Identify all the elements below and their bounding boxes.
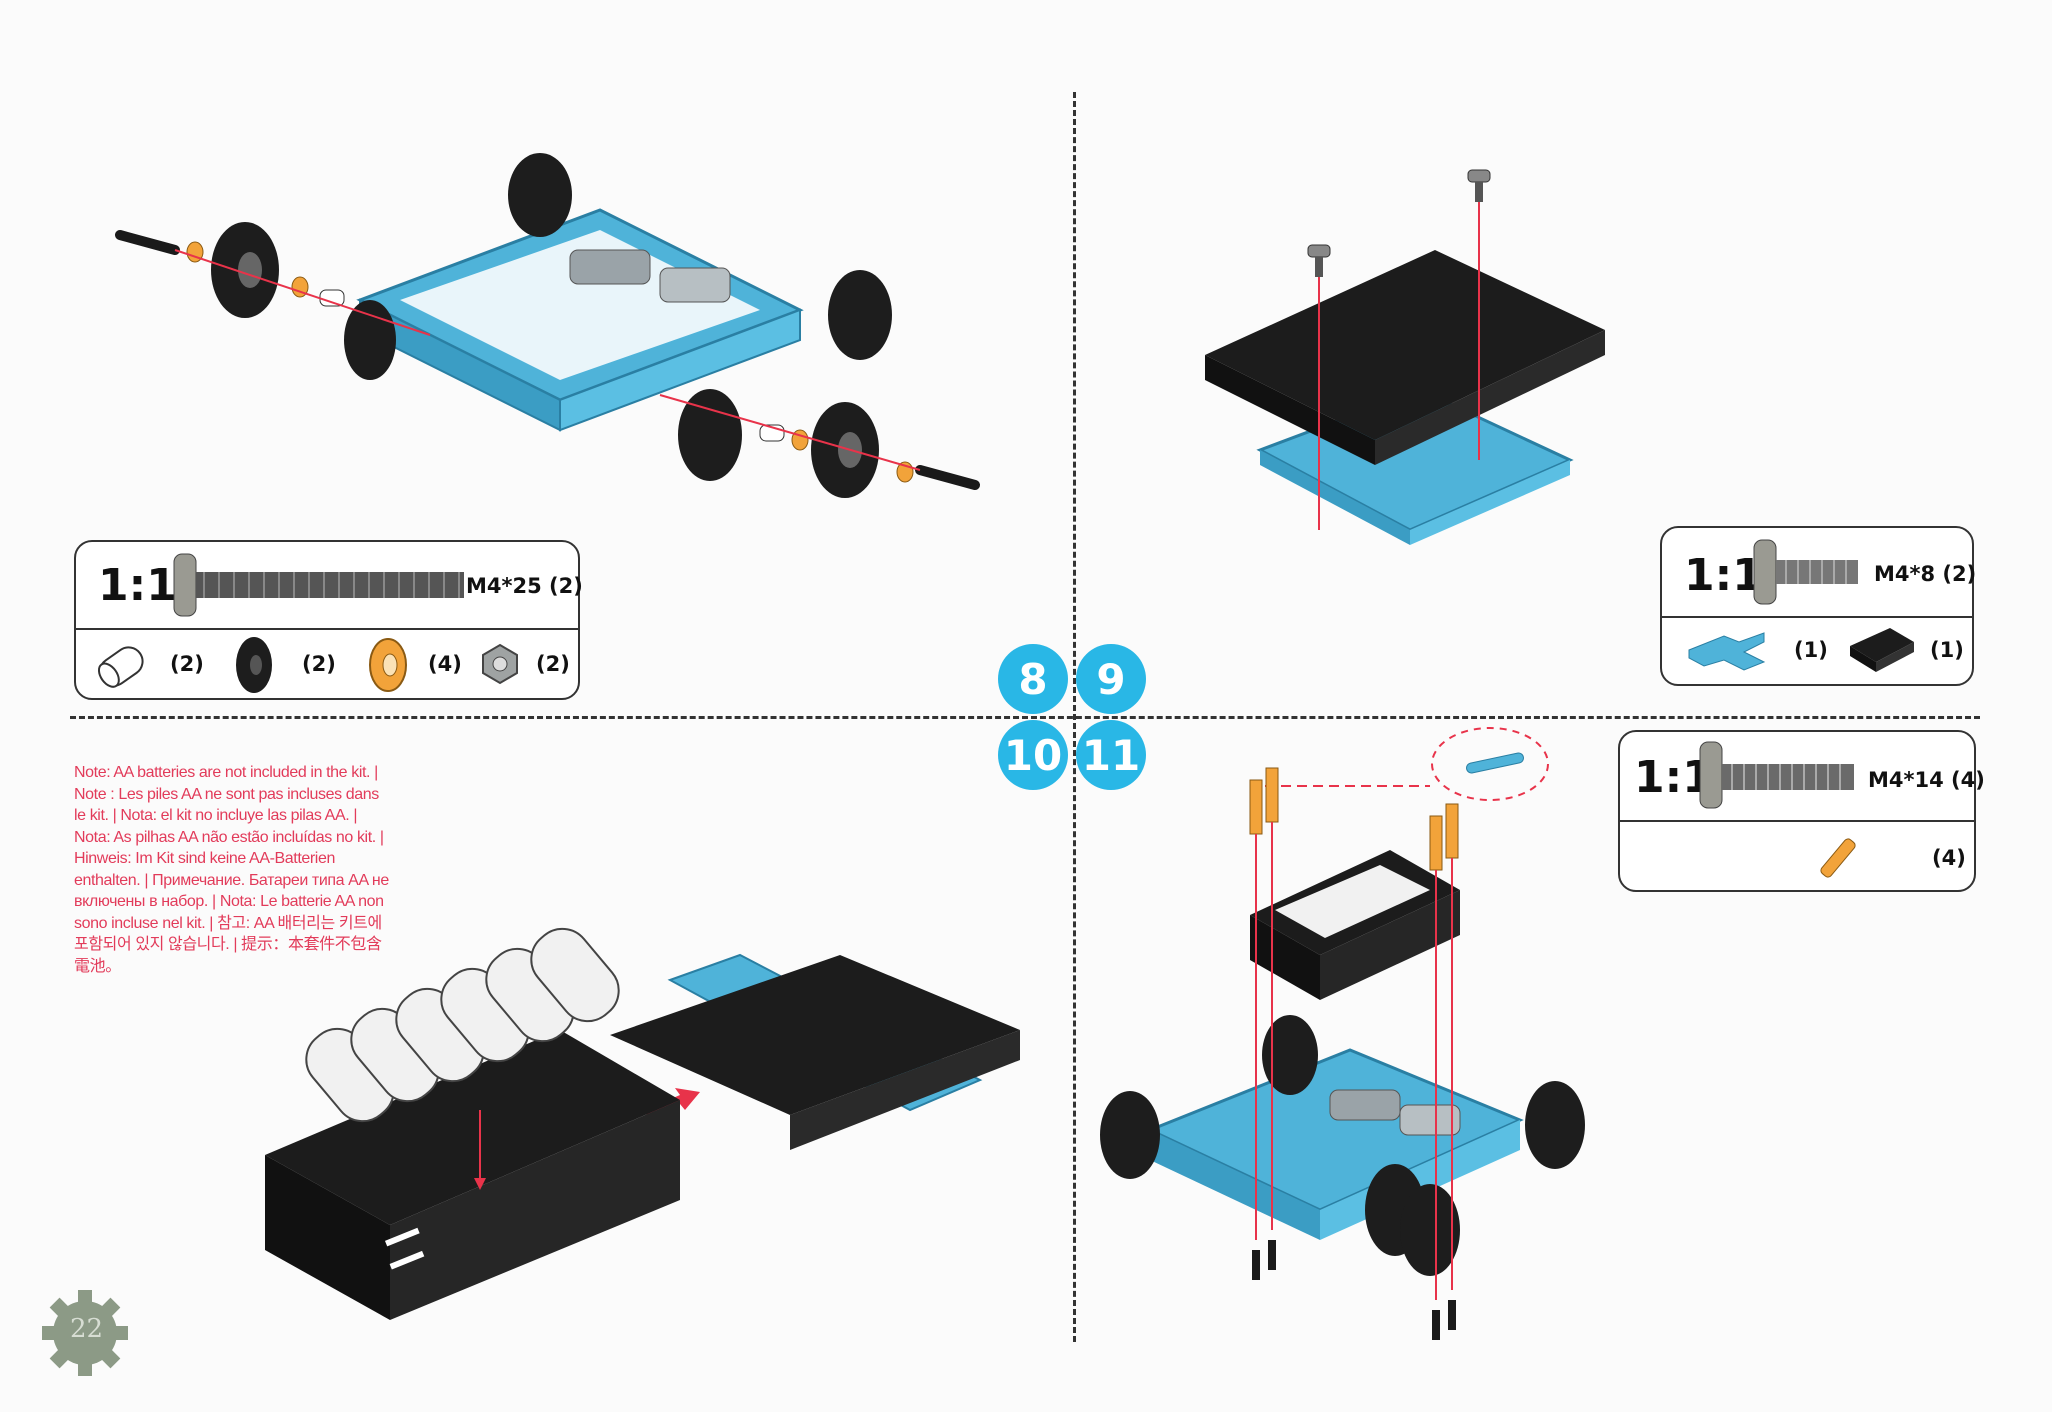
step-8-parts-box: 1:1 M4*25 (2) (2) (2) (4) (2) — [74, 540, 583, 700]
step-9-parts-box: 1:1 M4*8 (2) (1) (1) — [1660, 526, 1977, 686]
step-11-illustration — [1100, 727, 1585, 1340]
step-11-screw-label: M4*14 (4) — [1868, 768, 1985, 792]
wheel-icon — [236, 637, 272, 693]
standoff-icon — [1820, 838, 1856, 878]
step-10-badge: 10 — [998, 720, 1068, 790]
step-8-screw-row — [76, 542, 578, 630]
m4x14-screw-icon — [1699, 741, 1854, 809]
step-8-illustration — [115, 153, 980, 498]
step-9-illustration — [1205, 169, 1605, 545]
step-9-badge: 9 — [1076, 644, 1146, 714]
step-10-illustration — [265, 927, 1020, 1320]
horizontal-divider — [70, 716, 1980, 719]
standoff-count: (4) — [1932, 846, 1966, 870]
m4x25-screw-icon — [173, 553, 464, 617]
wheel-count: (2) — [302, 652, 336, 676]
cross-plate-icon — [1688, 632, 1766, 671]
step-11-screw-row — [1620, 732, 1974, 822]
step-11-badge: 11 — [1076, 720, 1146, 790]
block-count: (1) — [1930, 638, 1964, 662]
step-8-scale: 1:1 — [98, 560, 177, 611]
spacer-icon — [97, 646, 144, 688]
bushing-count: (4) — [428, 652, 462, 676]
plate-count: (1) — [1794, 638, 1828, 662]
nut-count: (2) — [536, 652, 570, 676]
bushing-icon — [369, 638, 407, 692]
gear-icon — [42, 1290, 128, 1376]
step-9-screw-row — [1662, 528, 1972, 618]
step-9-scale: 1:1 — [1684, 550, 1763, 601]
step-9-screw-label: M4*8 (2) — [1874, 562, 1977, 586]
step-8-screw-label: M4*25 (2) — [466, 574, 583, 598]
battery-box-icon — [1850, 628, 1914, 672]
step-11-parts-box: 1:1 M4*14 (4) (4) — [1618, 730, 1985, 892]
m4x8-screw-icon — [1753, 539, 1858, 605]
step-8-badge: 8 — [998, 644, 1068, 714]
page-number: 22 — [70, 1314, 104, 1344]
nut-icon — [482, 643, 518, 685]
spacer-count: (2) — [170, 652, 204, 676]
battery-note: Note: AA batteries are not included in t… — [74, 764, 389, 975]
